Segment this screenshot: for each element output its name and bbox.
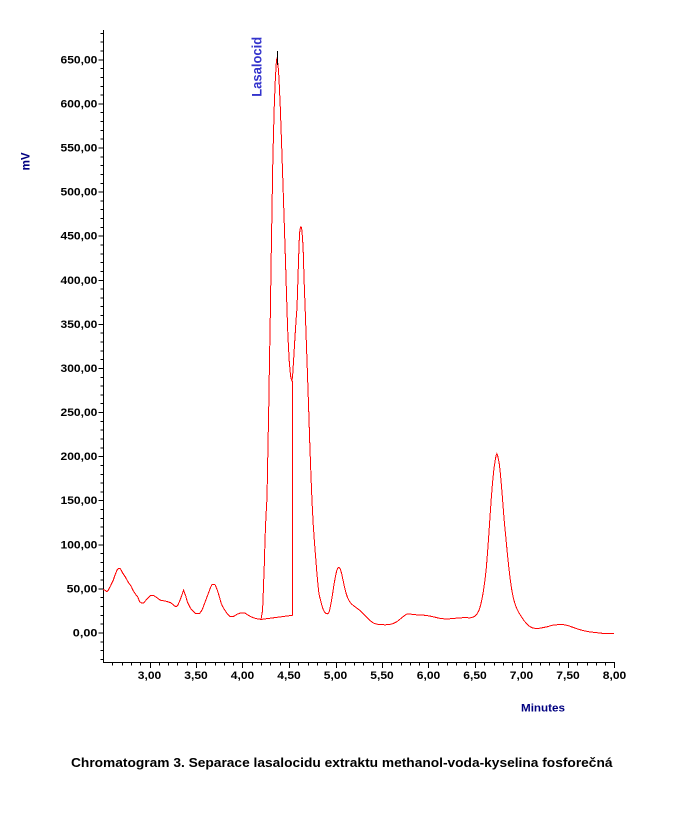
svg-text:450,00: 450,00 bbox=[61, 231, 98, 243]
svg-text:Minutes: Minutes bbox=[521, 703, 565, 715]
svg-text:8,00: 8,00 bbox=[603, 670, 627, 682]
svg-text:0,00: 0,00 bbox=[73, 628, 98, 640]
svg-text:6,00: 6,00 bbox=[417, 670, 441, 682]
svg-text:250,00: 250,00 bbox=[61, 407, 98, 419]
svg-text:4,00: 4,00 bbox=[231, 670, 255, 682]
svg-text:7,00: 7,00 bbox=[510, 670, 534, 682]
svg-text:3,00: 3,00 bbox=[138, 670, 162, 682]
svg-text:400,00: 400,00 bbox=[61, 275, 98, 287]
svg-text:7,50: 7,50 bbox=[556, 670, 580, 682]
svg-text:Chromatogram 3. Separace lasal: Chromatogram 3. Separace lasalocidu extr… bbox=[71, 756, 613, 770]
svg-text:150,00: 150,00 bbox=[61, 495, 98, 507]
svg-text:5,00: 5,00 bbox=[324, 670, 348, 682]
svg-text:3,50: 3,50 bbox=[184, 670, 208, 682]
svg-text:4,50: 4,50 bbox=[277, 670, 301, 682]
svg-text:650,00: 650,00 bbox=[61, 54, 98, 66]
svg-text:550,00: 550,00 bbox=[61, 143, 98, 155]
svg-text:50,00: 50,00 bbox=[67, 583, 98, 595]
svg-text:600,00: 600,00 bbox=[61, 98, 98, 110]
svg-text:Lasalocid: Lasalocid bbox=[249, 37, 265, 97]
svg-text:200,00: 200,00 bbox=[61, 451, 98, 463]
svg-text:mV: mV bbox=[19, 152, 33, 170]
svg-text:500,00: 500,00 bbox=[61, 187, 98, 199]
svg-text:6,50: 6,50 bbox=[463, 670, 487, 682]
svg-text:350,00: 350,00 bbox=[61, 319, 98, 331]
svg-text:100,00: 100,00 bbox=[61, 539, 98, 551]
svg-text:300,00: 300,00 bbox=[61, 363, 98, 375]
svg-text:5,50: 5,50 bbox=[370, 670, 394, 682]
